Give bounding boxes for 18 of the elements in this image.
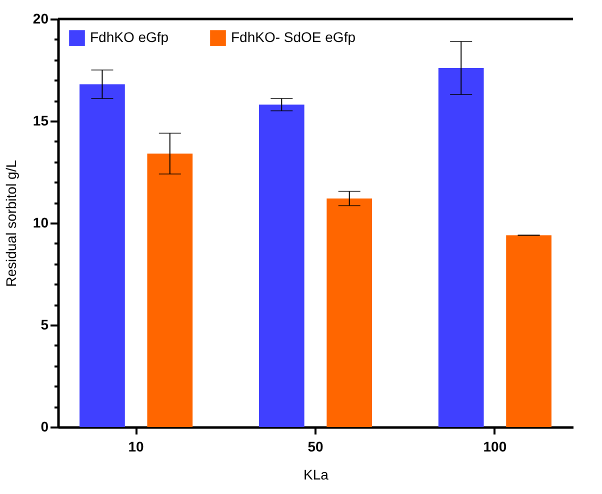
y-tick-label: 15 [32,112,49,128]
y-tick-label: 5 [40,316,49,332]
x-axis-title: KLa [304,466,329,482]
bar [80,84,125,427]
x-tick-label: 100 [483,438,507,454]
y-tick-label: 10 [32,214,49,230]
bar [258,104,304,427]
y-tick-label: 0 [40,418,49,434]
y-tick-label: 20 [32,10,49,26]
x-tick-label: 50 [308,438,324,454]
bar [506,235,552,427]
bar [438,68,484,427]
legend-label: FdhKO- SdOE eGfp [231,29,356,46]
y-axis-title: Residual sorbitol g/L [2,160,19,287]
legend-label: FdhKO eGfp [90,29,169,46]
bar [326,198,372,427]
x-tick-label: 10 [128,438,144,454]
bar [147,154,193,427]
